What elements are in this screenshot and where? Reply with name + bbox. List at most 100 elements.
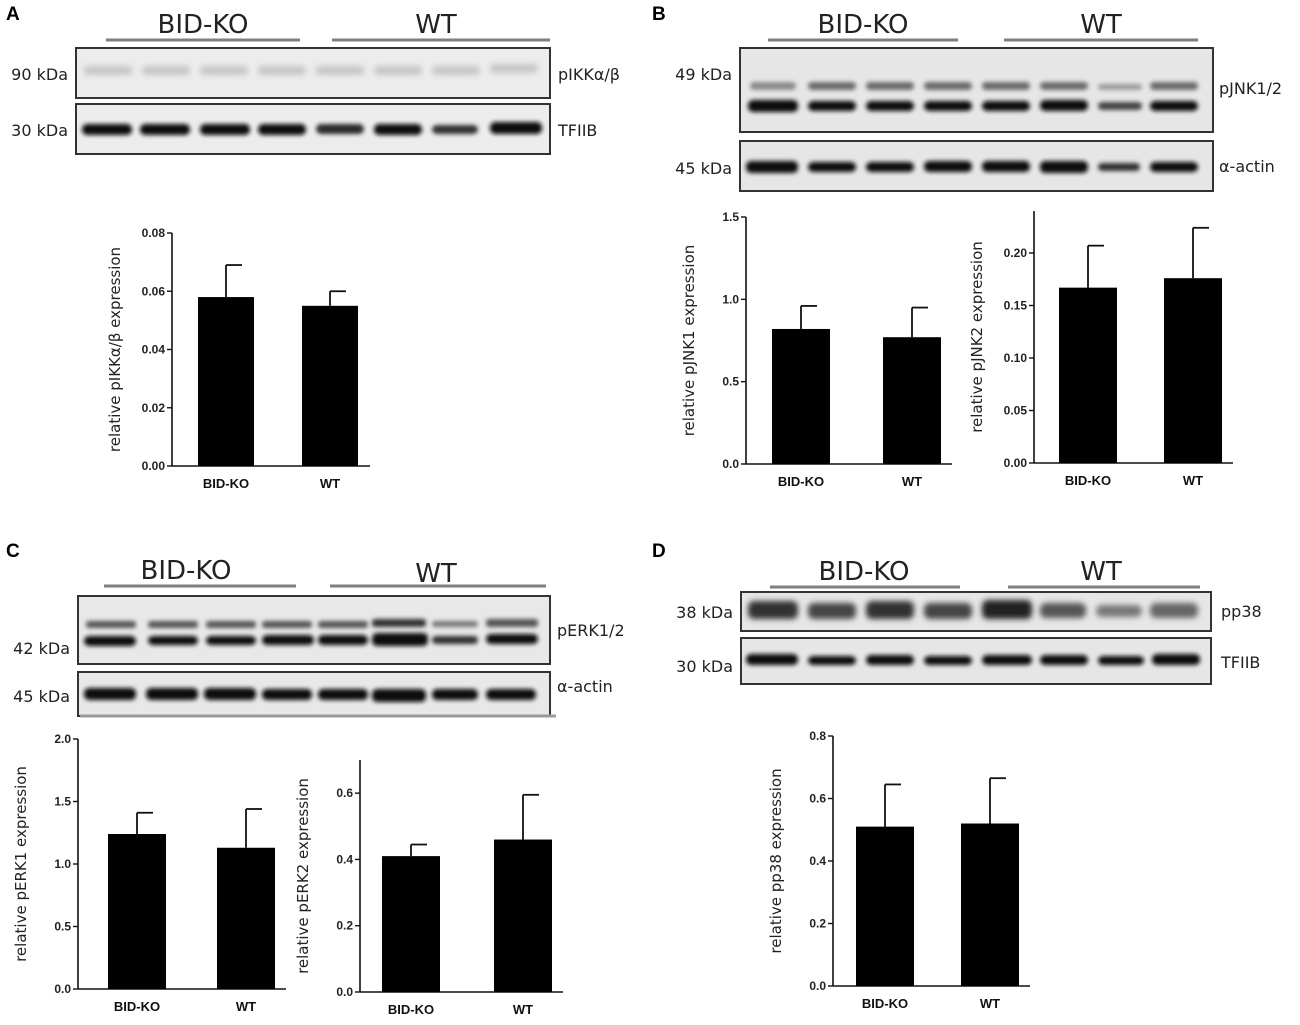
bar-chart-pjnk1: 0.0 0.5 1.0 1.5 BID-KO WT relative pJNK1 expre… [680,210,952,489]
bar [961,823,1019,986]
blot-bands-pikk [84,64,538,75]
y-tick-label: 0.08 [142,226,166,240]
category-label: WT [1183,473,1203,488]
blot-bands-actin-c [84,688,536,702]
y-axis-label: relative pIKKα/β expression [106,247,124,452]
category-label: WT [320,476,340,491]
panel-d: D BID-KO WT 38 kDa pp38 30 kDa TFIIB [652,541,1262,685]
kda-label-b1: 49 kDa [675,65,732,84]
group-label-wt-a: WT [415,10,457,40]
category-label: BID-KO [1065,473,1111,488]
bar [217,847,275,989]
bar [302,305,358,466]
group-label-bidko-d: BID-KO [819,557,910,587]
y-tick-label: 1.5 [722,210,739,224]
y-tick-label: 0.06 [142,284,166,298]
protein-label-b1: pJNK1/2 [1219,79,1282,98]
bar-chart-pikk: 0.00 0.02 0.04 0.06 0.08 BID-KO WT relative pIK… [106,226,370,491]
y-tick-label: 0.6 [336,786,353,800]
y-tick-label: 0.00 [1004,456,1028,470]
y-tick-label: 2.0 [54,732,71,746]
category-label: WT [236,999,256,1014]
y-axis-label: relative pp38 expression [767,768,785,953]
y-tick-label: 0.5 [722,375,739,389]
kda-label-d1: 38 kDa [676,603,733,622]
y-tick-label: 0.5 [54,920,71,934]
y-tick-label: 1.5 [54,795,71,809]
group-label-bidko-b: BID-KO [818,10,909,40]
y-tick-label: 1.0 [54,857,71,871]
y-axis-label: relative pJNK2 expression [968,241,986,433]
panel-label-a: A [6,4,20,25]
blot-bands-pjnk [748,82,1198,112]
y-tick-label: 0.2 [809,917,826,931]
protein-label-d2: TFIIB [1220,653,1260,672]
y-tick-label: 0.0 [809,979,826,993]
kda-label-a2: 30 kDa [11,121,68,140]
y-tick-label: 0.4 [809,854,826,868]
y-tick-label: 0.0 [336,985,353,999]
blot-bands-tfiib-d [746,654,1200,665]
protein-label-c2: α-actin [557,677,613,696]
y-axis-label: relative pERK1 expression [12,766,30,962]
y-tick-label: 0.8 [809,729,826,743]
category-label: BID-KO [203,476,249,491]
blot-bands-pp38 [748,600,1198,619]
kda-label-d2: 30 kDa [676,657,733,676]
bar [856,826,914,986]
panel-b: B BID-KO WT 49 kDa pJNK1/2 [652,4,1282,192]
y-tick-label: 0.04 [142,343,166,357]
kda-label-a1: 90 kDa [11,65,68,84]
group-label-bidko-c: BID-KO [141,556,232,586]
y-axis-label: relative pERK2 expression [294,778,312,974]
category-label: WT [980,996,1000,1011]
blot-box-perk [77,595,551,665]
y-tick-label: 0.15 [1004,299,1028,313]
bar [883,337,941,464]
panel-label-c: C [6,541,20,562]
category-label: BID-KO [778,474,824,489]
y-tick-label: 0.00 [142,459,166,473]
bar-chart-pp38: 0.0 0.2 0.4 0.6 0.8 BID-KO WT relative pp38 exp… [767,729,1030,1011]
y-tick-label: 0.6 [809,792,826,806]
bar [494,839,552,992]
group-label-wt-c: WT [415,559,457,589]
y-tick-label: 0.02 [142,401,166,415]
y-tick-label: 0.4 [336,852,353,866]
category-label: BID-KO [114,999,160,1014]
panel-c: C BID-KO WT 42 kDa pERK1/2 [6,541,625,718]
protein-label-d1: pp38 [1221,602,1262,621]
category-label: BID-KO [388,1002,434,1017]
category-label: WT [902,474,922,489]
y-tick-label: 0.2 [336,919,353,933]
y-tick-label: 0.20 [1004,246,1028,260]
blot-bands-actin-b [746,161,1198,173]
panel-a: A BID-KO WT 90 kDa pIKKα/β 30 kDa TFIIB [6,4,620,155]
protein-label-a1: pIKKα/β [558,65,620,84]
category-label: BID-KO [862,996,908,1011]
y-tick-label: 0.10 [1004,351,1028,365]
y-tick-label: 1.0 [722,292,739,306]
bar [108,834,166,989]
bar-chart-pjnk2: 0.00 0.05 0.10 0.15 0.20 BID-KO WT relative pJN… [968,211,1233,488]
y-tick-label: 0.05 [1004,404,1028,418]
protein-label-c1: pERK1/2 [557,621,625,640]
bar [1059,287,1117,463]
group-label-wt-d: WT [1080,557,1122,587]
bar-chart-perk2: 0.0 0.2 0.4 0.6 BID-KO WT relative pERK2 expre… [294,760,563,1017]
group-label-wt-b: WT [1080,10,1122,40]
group-label-bidko-a: BID-KO [158,10,249,40]
y-axis-label: relative pJNK1 expression [680,245,698,437]
blot-bands-tfiib-a [82,122,542,135]
kda-label-b2: 45 kDa [675,159,732,178]
bar [382,856,440,992]
y-tick-label: 0.0 [54,982,71,996]
kda-label-c1: 42 kDa [13,639,70,658]
bar [1164,278,1222,463]
protein-label-a2: TFIIB [557,121,597,140]
bar [772,328,830,464]
panel-label-d: D [652,541,666,562]
kda-label-c2: 45 kDa [13,687,70,706]
y-tick-label: 0.0 [722,457,739,471]
